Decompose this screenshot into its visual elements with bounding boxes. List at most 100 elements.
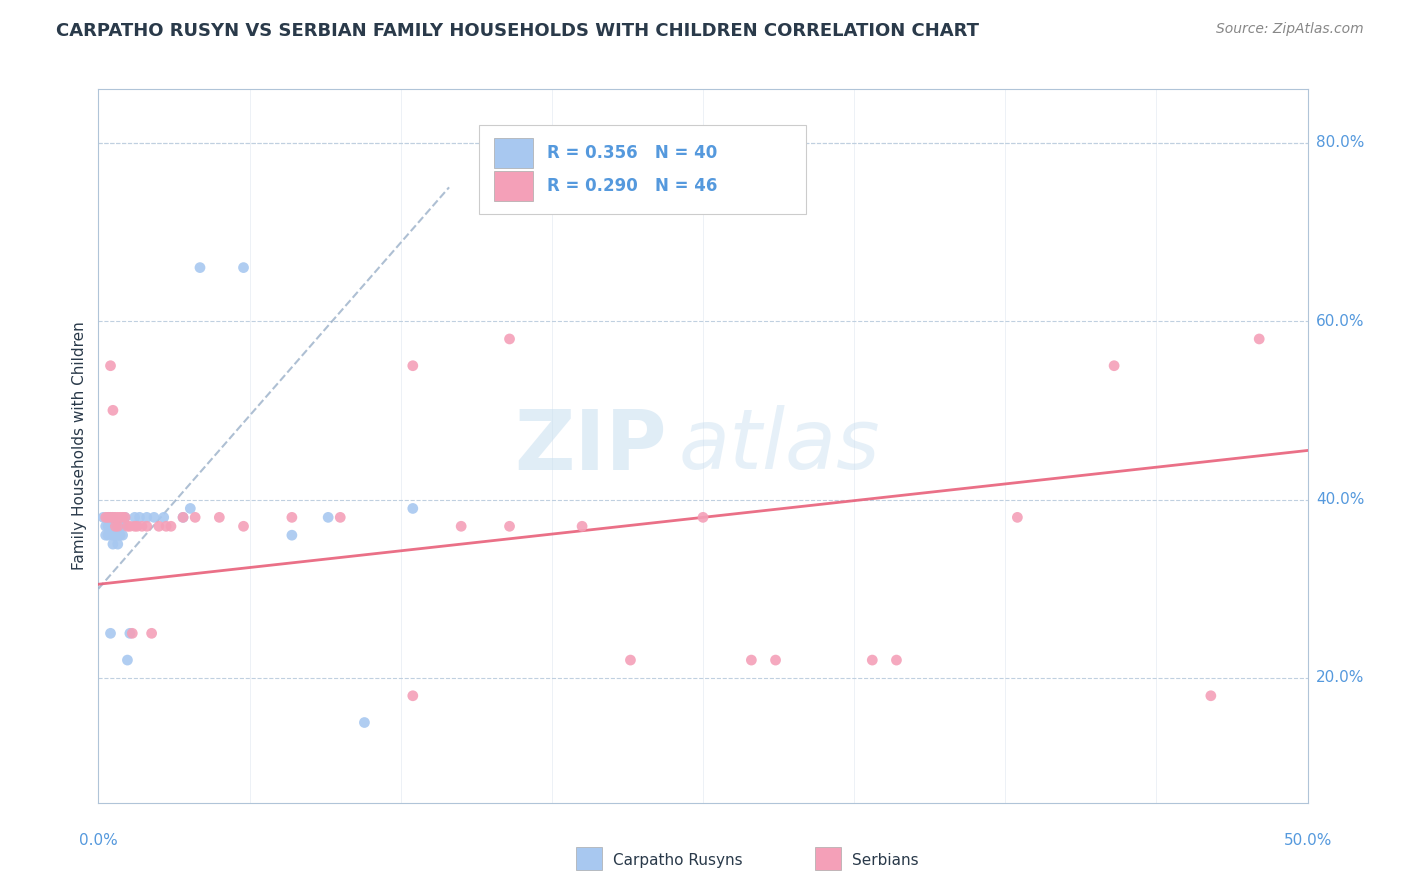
Point — [128, 510, 150, 524]
Text: CARPATHO RUSYN VS SERBIAN FAMILY HOUSEHOLDS WITH CHILDREN CORRELATION CHART: CARPATHO RUSYN VS SERBIAN FAMILY HOUSEHO… — [56, 22, 979, 40]
Point — [148, 519, 170, 533]
Text: 20.0%: 20.0% — [1316, 671, 1364, 685]
Point — [118, 519, 141, 533]
Point — [104, 519, 127, 533]
Point — [135, 519, 157, 533]
Point — [101, 403, 124, 417]
Point — [114, 510, 136, 524]
Text: Carpatho Rusyns: Carpatho Rusyns — [613, 854, 742, 868]
Bar — [479, 125, 806, 214]
Point — [100, 519, 122, 533]
Point — [107, 537, 129, 551]
Point — [179, 501, 201, 516]
Point — [172, 510, 194, 524]
Point — [101, 519, 124, 533]
Text: atlas: atlas — [679, 406, 880, 486]
Point — [281, 528, 304, 542]
Point — [101, 510, 124, 524]
Text: 40.0%: 40.0% — [1316, 492, 1364, 507]
Point — [104, 528, 127, 542]
Y-axis label: Family Households with Children: Family Households with Children — [72, 322, 87, 570]
Text: R = 0.356   N = 40: R = 0.356 N = 40 — [547, 144, 717, 161]
Point — [402, 689, 425, 703]
Point — [498, 519, 520, 533]
Point — [1007, 510, 1029, 524]
Point — [402, 359, 425, 373]
Point — [97, 510, 120, 524]
Point — [1102, 359, 1125, 373]
Point — [152, 510, 174, 524]
Bar — [494, 137, 533, 168]
Point — [860, 653, 883, 667]
Point — [107, 519, 129, 533]
Point — [124, 510, 146, 524]
Point — [619, 653, 641, 667]
Point — [184, 510, 207, 524]
Point — [101, 537, 124, 551]
Point — [117, 519, 139, 533]
Point — [108, 510, 131, 524]
Point — [97, 510, 120, 524]
Point — [402, 501, 425, 516]
Point — [97, 519, 120, 533]
Point — [160, 519, 183, 533]
Text: 0.0%: 0.0% — [79, 833, 118, 848]
Point — [692, 510, 714, 524]
Point — [94, 510, 117, 524]
Point — [100, 359, 122, 373]
Point — [100, 510, 122, 524]
Point — [353, 715, 375, 730]
Point — [114, 510, 136, 524]
Point — [91, 510, 114, 524]
Point — [97, 528, 120, 542]
Point — [232, 519, 254, 533]
Point — [100, 626, 122, 640]
Point — [498, 332, 520, 346]
Point — [131, 519, 153, 533]
Point — [155, 519, 177, 533]
Bar — [494, 171, 533, 202]
Point — [111, 519, 134, 533]
Point — [117, 653, 139, 667]
Point — [141, 626, 163, 640]
Point — [121, 626, 143, 640]
Point — [208, 510, 231, 524]
Point — [107, 510, 129, 524]
Point — [104, 528, 127, 542]
Point — [172, 510, 194, 524]
Point — [765, 653, 787, 667]
Point — [329, 510, 352, 524]
Point — [104, 510, 127, 524]
Text: R = 0.290   N = 46: R = 0.290 N = 46 — [547, 178, 717, 195]
Point — [124, 519, 146, 533]
Point — [316, 510, 339, 524]
Text: 80.0%: 80.0% — [1316, 136, 1364, 150]
Point — [100, 510, 122, 524]
Point — [101, 510, 124, 524]
Point — [450, 519, 472, 533]
Point — [111, 510, 134, 524]
Point — [108, 519, 131, 533]
Point — [94, 528, 117, 542]
Text: 60.0%: 60.0% — [1316, 314, 1364, 328]
Point — [281, 510, 304, 524]
Point — [188, 260, 211, 275]
Text: Serbians: Serbians — [852, 854, 918, 868]
Point — [740, 653, 762, 667]
Text: Source: ZipAtlas.com: Source: ZipAtlas.com — [1216, 22, 1364, 37]
Point — [1199, 689, 1222, 703]
Point — [101, 528, 124, 542]
Point — [111, 528, 134, 542]
Point — [143, 510, 166, 524]
Point — [94, 519, 117, 533]
Point — [886, 653, 908, 667]
Point — [118, 626, 141, 640]
Text: 50.0%: 50.0% — [1284, 833, 1331, 848]
Point — [104, 519, 127, 533]
Point — [232, 260, 254, 275]
Point — [1249, 332, 1271, 346]
Point — [107, 519, 129, 533]
Point — [107, 528, 129, 542]
Text: ZIP: ZIP — [515, 406, 666, 486]
Point — [108, 528, 131, 542]
